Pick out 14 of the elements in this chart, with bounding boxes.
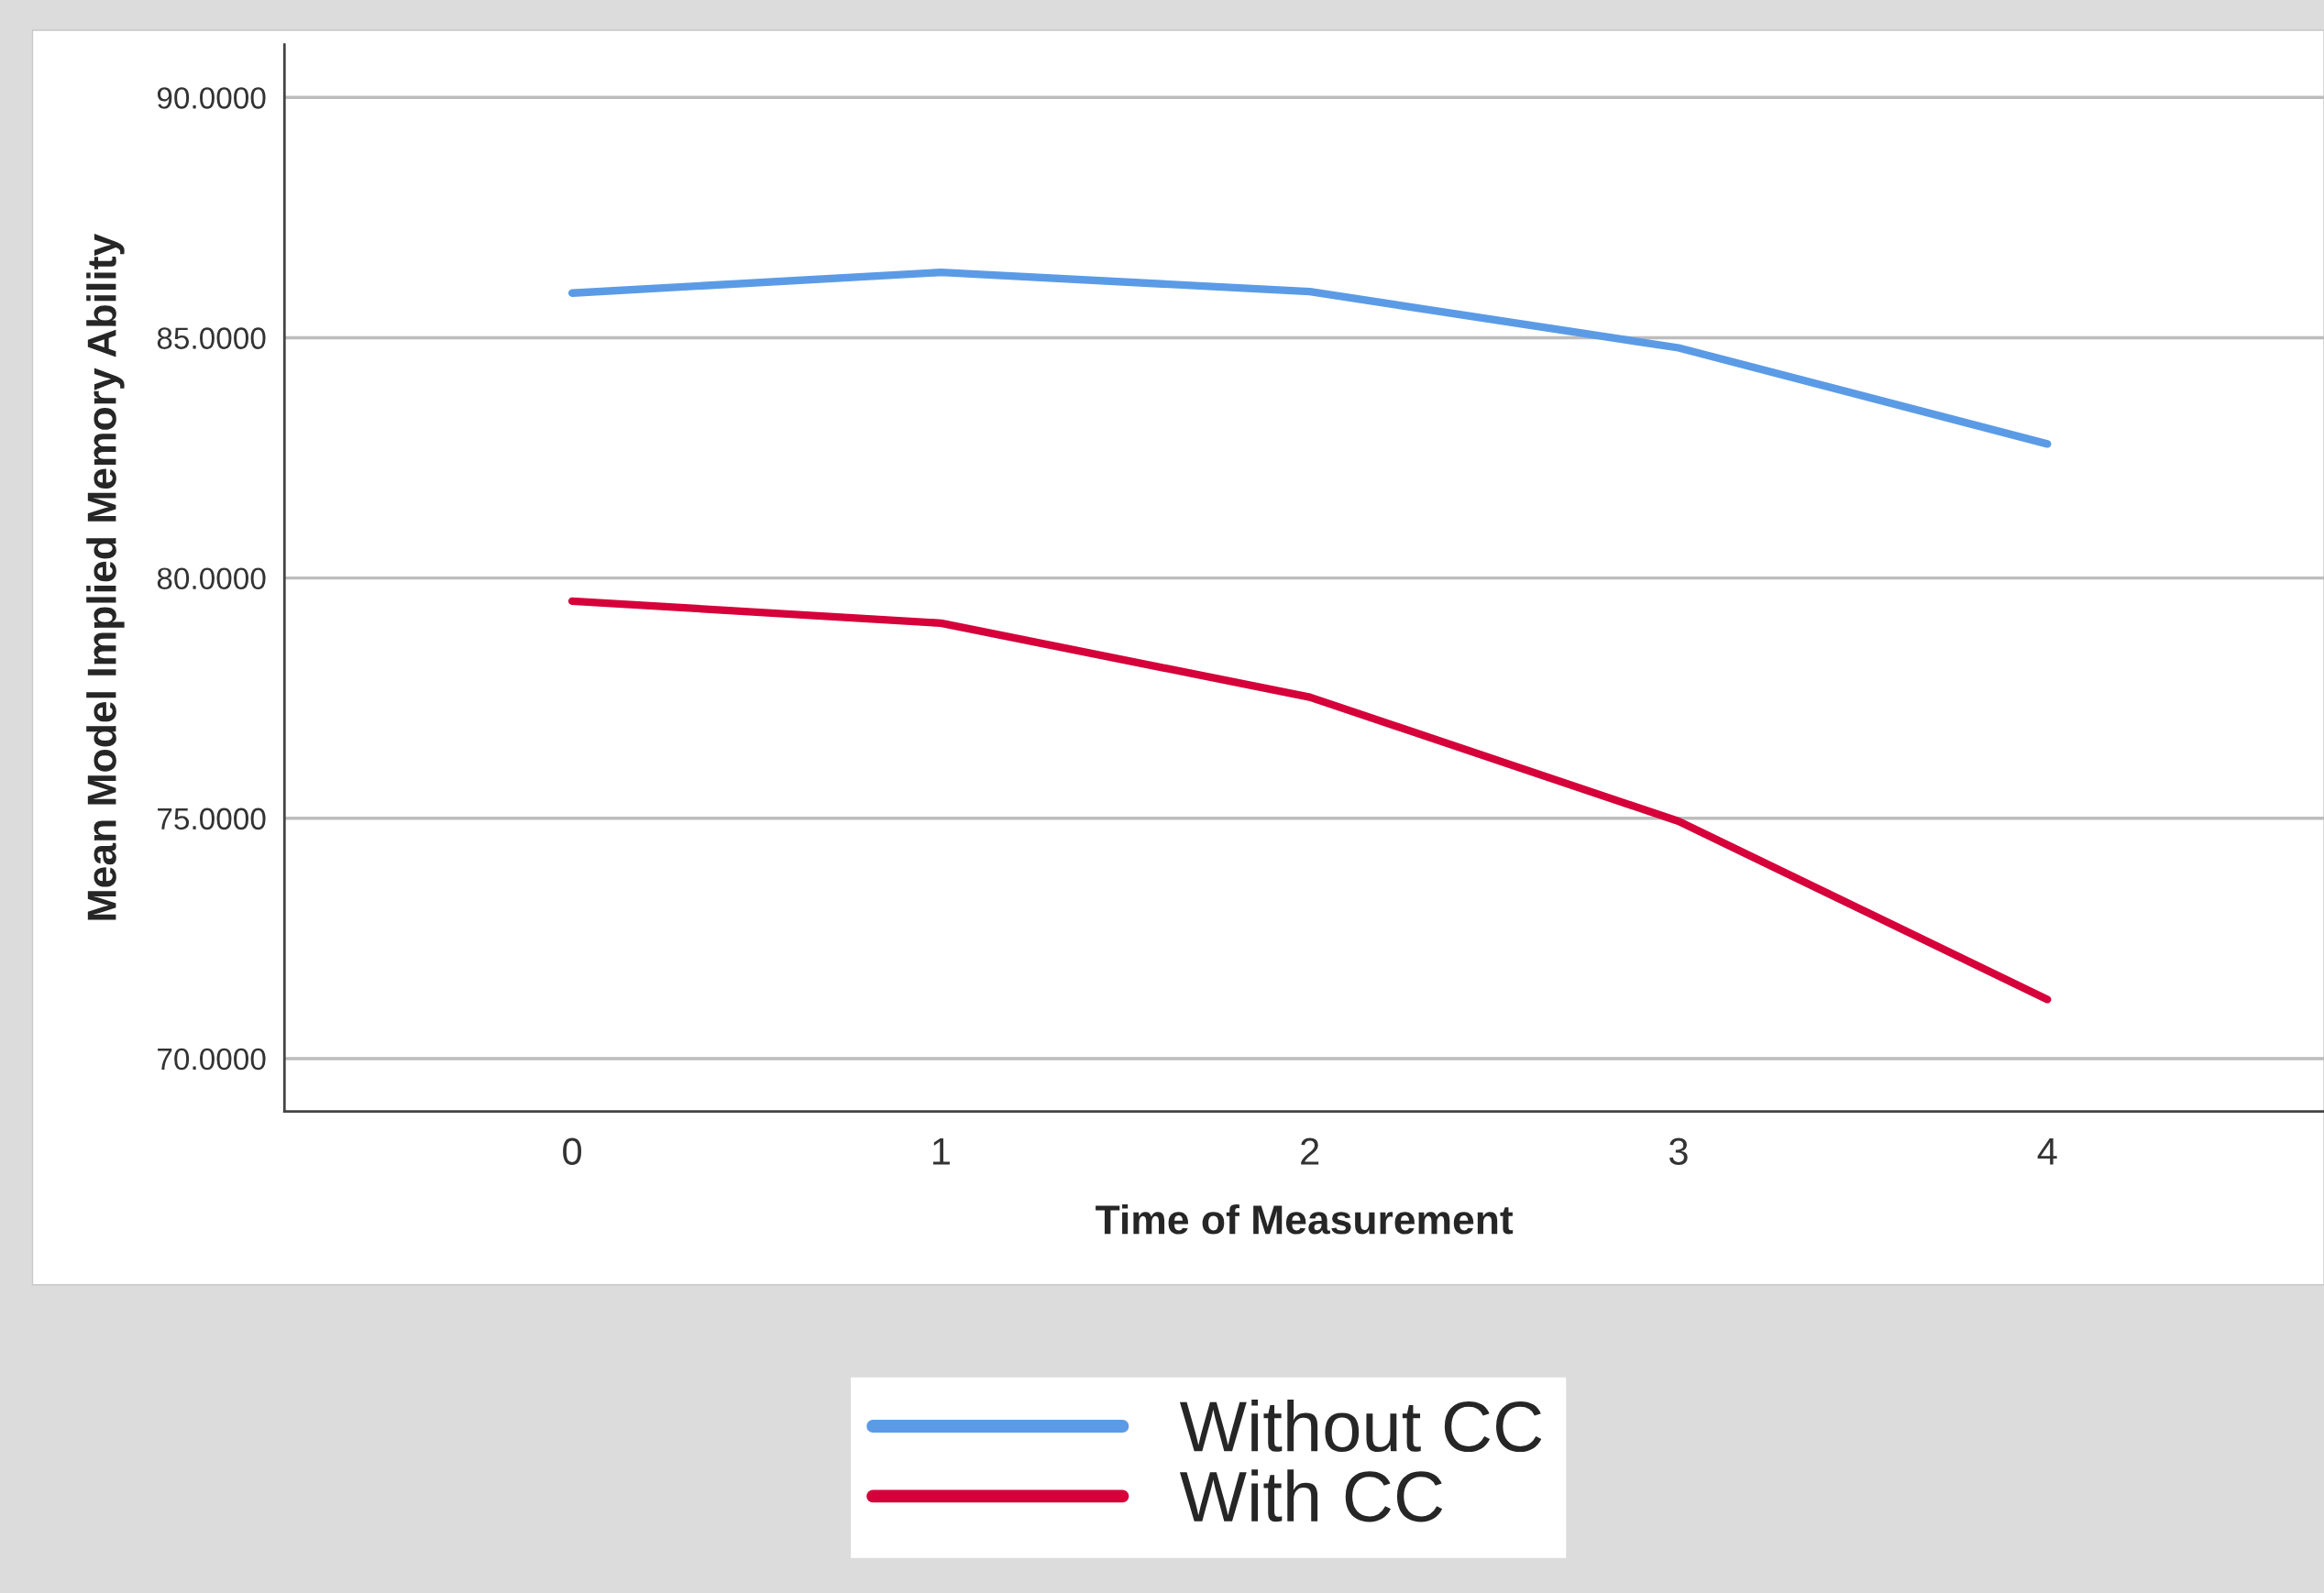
x-tick-label: 4 xyxy=(2037,1137,2057,1165)
y-tick-label: 90.0000 xyxy=(157,87,266,109)
y-axis-title: Mean Model Implied Memory Ability xyxy=(86,234,125,920)
legend-label: Without CC xyxy=(1179,1399,1542,1453)
y-tick-label: 75.0000 xyxy=(158,807,266,830)
x-tick-label: 2 xyxy=(1301,1137,1319,1165)
x-axis-title: Time of Measurement xyxy=(1096,1203,1514,1235)
y-tick-label: 80.0000 xyxy=(157,567,266,590)
x-tick-label: 0 xyxy=(563,1137,582,1165)
y-tick-label: 70.0000 xyxy=(158,1048,266,1071)
y-tick-label: 85.0000 xyxy=(157,327,266,349)
x-tick-label: 3 xyxy=(1669,1137,1688,1165)
x-tick-label: 1 xyxy=(932,1137,950,1165)
legend-label: With CC xyxy=(1179,1469,1443,1522)
